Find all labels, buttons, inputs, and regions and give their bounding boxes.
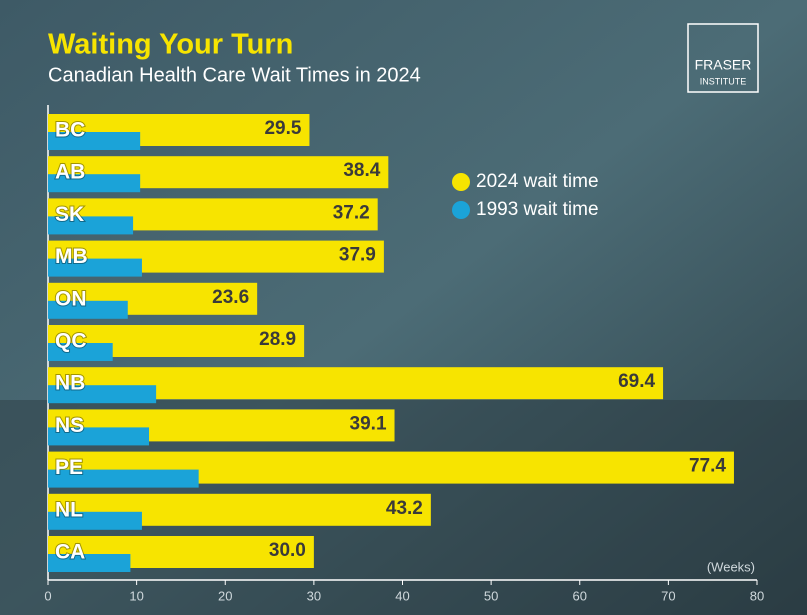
data-label: 23.6	[212, 287, 249, 308]
x-tick-label: 50	[484, 588, 498, 603]
data-label: 30.0	[269, 540, 306, 561]
y-tick-label: BC	[55, 119, 85, 142]
bar-1993	[48, 511, 142, 530]
data-label: 77.4	[689, 456, 726, 477]
y-tick-label: ON	[55, 287, 87, 310]
chart-title: Waiting Your Turn	[48, 29, 293, 61]
y-tick-label: PE	[55, 456, 83, 479]
data-label: 39.1	[350, 413, 387, 434]
bar-1993	[48, 343, 113, 361]
bar-1993	[48, 258, 142, 277]
bar-1993	[48, 554, 131, 572]
legend-label: 1993 wait time	[476, 199, 599, 220]
x-tick-label: 20	[218, 588, 232, 603]
y-tick-label: NS	[55, 414, 84, 437]
data-label: 69.4	[618, 371, 655, 392]
bar-1993	[48, 216, 134, 235]
bar-1993	[48, 300, 128, 319]
data-label: 28.9	[259, 329, 296, 350]
y-tick-label: QC	[55, 330, 87, 353]
legend-swatch	[452, 173, 470, 191]
x-tick-label: 60	[573, 588, 587, 603]
y-tick-label: AB	[55, 161, 85, 184]
legend-label: 2024 wait time	[476, 171, 599, 192]
logo-name: FRASER	[695, 57, 752, 73]
x-tick-label: 10	[129, 588, 143, 603]
bar-1993	[48, 132, 141, 150]
x-axis-label: (Weeks)	[707, 559, 755, 574]
x-tick-label: 70	[661, 588, 675, 603]
data-label: 38.4	[343, 160, 380, 181]
logo-box	[687, 23, 759, 93]
bar-1993	[48, 427, 150, 446]
bar-1993	[48, 469, 199, 488]
x-tick-label: 80	[750, 588, 764, 603]
y-tick-label: CA	[55, 541, 85, 564]
data-label: 29.5	[264, 118, 301, 139]
x-tick-label: 0	[44, 588, 51, 603]
legend-swatch	[452, 201, 470, 219]
bar-1993	[48, 385, 157, 404]
x-tick-label: 40	[395, 588, 409, 603]
y-tick-label: MB	[55, 245, 88, 268]
y-tick-label: NB	[55, 372, 85, 395]
y-tick-label: NL	[55, 498, 83, 521]
data-label: 37.2	[333, 202, 370, 223]
data-label: 43.2	[386, 498, 423, 519]
bar-1993	[48, 174, 141, 193]
chart-subtitle: Canadian Health Care Wait Times in 2024	[48, 64, 421, 86]
y-tick-label: SK	[55, 203, 84, 226]
data-label: 37.9	[339, 245, 376, 266]
logo-sub: INSTITUTE	[700, 76, 747, 86]
x-tick-label: 30	[307, 588, 321, 603]
